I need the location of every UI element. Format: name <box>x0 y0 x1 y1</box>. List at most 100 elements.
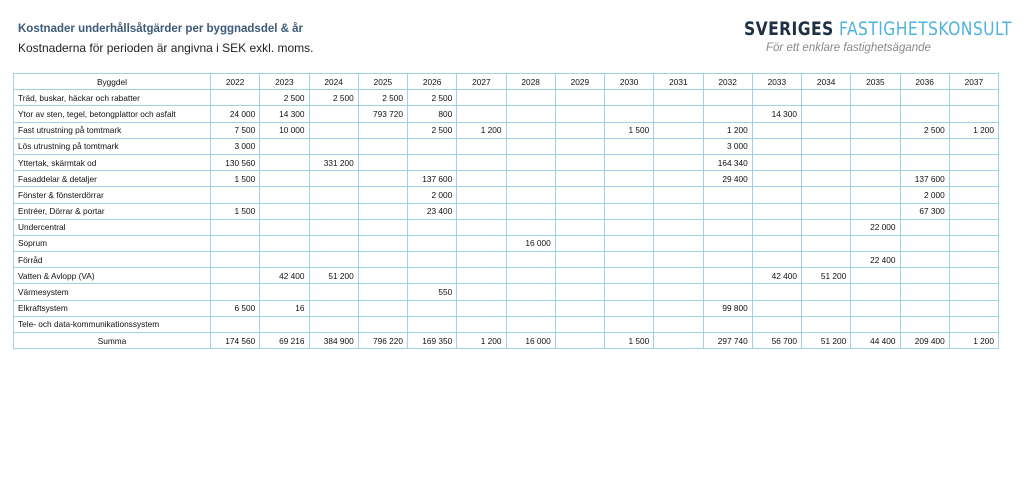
cell <box>505 121 556 139</box>
cell: 69 216 <box>259 331 310 350</box>
cell: 16 000 <box>505 234 556 253</box>
cell <box>899 137 950 155</box>
logo-name-light: FASTIGHETSKONSULT <box>839 18 1012 40</box>
cell <box>800 202 852 220</box>
cell <box>603 186 655 204</box>
cell <box>653 331 704 350</box>
cell <box>800 170 852 188</box>
cell <box>800 137 852 155</box>
cell <box>653 153 704 172</box>
cell <box>357 137 409 155</box>
cell: 1 500 <box>209 202 261 220</box>
row-label: Vatten & Avlopp (VA) <box>13 267 211 285</box>
cell <box>850 105 901 123</box>
cell <box>406 251 458 269</box>
cell <box>948 315 1000 334</box>
table-row: Yttertak, skärmtak od 130 560 331 200 164 3… <box>13 153 1000 172</box>
cell <box>456 251 507 269</box>
cell <box>702 105 753 123</box>
cell <box>800 251 852 269</box>
cell <box>259 202 310 220</box>
cell <box>702 315 753 334</box>
logo-tagline: För ett enklare fastighetsägande <box>766 42 931 54</box>
cell <box>603 105 655 123</box>
cell: 331 200 <box>308 153 359 172</box>
table-row: Värmesystem 550 <box>13 283 1000 301</box>
cell <box>308 315 359 334</box>
table-row: Ytor av sten, tegel, betongplattor och a… <box>13 105 1000 123</box>
row-label: Tele- och data-kommunikationssystem <box>13 315 211 334</box>
row-label: Förråd <box>13 251 211 269</box>
cell: 3 000 <box>702 137 753 155</box>
cell: 29 400 <box>702 170 753 188</box>
cell: 2028 <box>505 72 556 91</box>
cell <box>505 186 556 204</box>
cell <box>357 299 409 317</box>
cell <box>751 218 803 236</box>
cell <box>259 218 310 236</box>
cell: 2036 <box>899 72 950 91</box>
cell: 51 200 <box>800 331 852 350</box>
cell <box>751 251 803 269</box>
table-row: Fasaddelar & detaljer 1 500 137 600 29 400 1… <box>13 170 1000 188</box>
cell: 23 400 <box>406 202 458 220</box>
cell <box>603 267 655 285</box>
cell <box>653 234 704 253</box>
cell: 164 340 <box>702 153 753 172</box>
cell <box>948 170 1000 188</box>
cell <box>505 170 556 188</box>
cell <box>554 234 606 253</box>
cell <box>800 234 852 253</box>
cell <box>653 202 704 220</box>
row-label: Fasaddelar & detaljer <box>13 170 211 188</box>
row-label: Fönster & fönsterdörrar <box>13 186 211 204</box>
cell <box>554 137 606 155</box>
cell: 2035 <box>850 72 901 91</box>
cell <box>456 267 507 285</box>
cell <box>554 202 606 220</box>
cell <box>209 251 261 269</box>
cell <box>505 89 556 107</box>
table-row: Elkraftsystem 6 500 16 99 800 <box>13 299 1000 317</box>
cell: 2034 <box>800 72 852 91</box>
cell <box>800 121 852 139</box>
cell <box>308 283 359 301</box>
cell <box>850 89 901 107</box>
cell <box>702 186 753 204</box>
cell <box>505 105 556 123</box>
cell: 2 500 <box>357 89 409 107</box>
cell: 550 <box>406 283 458 301</box>
cell <box>850 202 901 220</box>
cell <box>259 283 310 301</box>
cell <box>800 186 852 204</box>
cell <box>653 89 704 107</box>
cell <box>505 218 556 236</box>
cell: 14 300 <box>259 105 310 123</box>
cell: 44 400 <box>850 331 901 350</box>
cell <box>899 299 950 317</box>
row-label: Fast utrustning på tomtmark <box>13 121 211 139</box>
cell <box>357 218 409 236</box>
cell <box>406 153 458 172</box>
cell <box>800 283 852 301</box>
cell <box>554 283 606 301</box>
cell <box>505 267 556 285</box>
cell: 99 800 <box>702 299 753 317</box>
cell: 24 000 <box>209 105 261 123</box>
cell: 6 500 <box>209 299 261 317</box>
cell <box>702 267 753 285</box>
cell <box>702 251 753 269</box>
header-row: Byggdel 2022 2023 2024 2025 2026 2027 2028 2029 2… <box>13 72 1000 91</box>
cell <box>850 137 901 155</box>
cell: 2026 <box>406 72 458 91</box>
row-label: Värmesystem <box>13 283 211 301</box>
cell: 1 500 <box>209 170 261 188</box>
cell <box>948 299 1000 317</box>
cell <box>948 218 1000 236</box>
cell <box>554 170 606 188</box>
cell: 1 200 <box>456 121 507 139</box>
cell <box>948 251 1000 269</box>
row-label: Lös utrustning på tomtmark <box>13 137 211 155</box>
cell <box>948 202 1000 220</box>
cell <box>899 105 950 123</box>
